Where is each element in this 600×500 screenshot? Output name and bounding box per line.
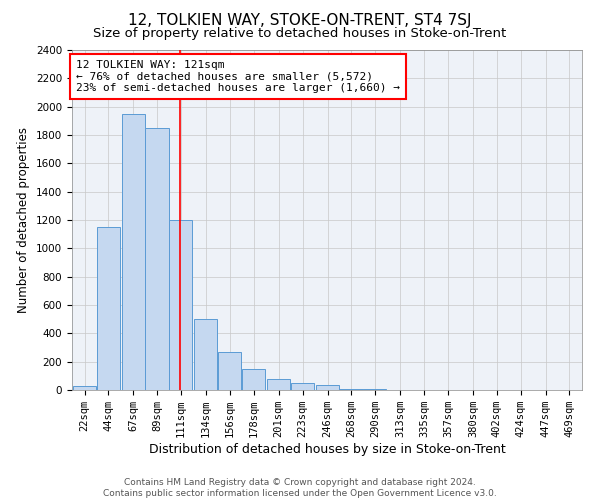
Bar xyxy=(242,369,265,390)
Bar xyxy=(290,383,314,390)
Bar xyxy=(340,388,362,390)
Bar xyxy=(194,319,217,390)
Bar xyxy=(169,220,193,390)
X-axis label: Distribution of detached houses by size in Stoke-on-Trent: Distribution of detached houses by size … xyxy=(149,443,505,456)
Text: Size of property relative to detached houses in Stoke-on-Trent: Size of property relative to detached ho… xyxy=(94,28,506,40)
Bar xyxy=(122,114,145,390)
Bar xyxy=(267,380,290,390)
Bar xyxy=(218,352,241,390)
Bar xyxy=(73,386,96,390)
Text: 12 TOLKIEN WAY: 121sqm
← 76% of detached houses are smaller (5,572)
23% of semi-: 12 TOLKIEN WAY: 121sqm ← 76% of detached… xyxy=(76,60,400,93)
Text: Contains HM Land Registry data © Crown copyright and database right 2024.
Contai: Contains HM Land Registry data © Crown c… xyxy=(103,478,497,498)
Y-axis label: Number of detached properties: Number of detached properties xyxy=(17,127,31,313)
Bar xyxy=(145,128,169,390)
Bar xyxy=(97,227,120,390)
Bar xyxy=(316,385,339,390)
Text: 12, TOLKIEN WAY, STOKE-ON-TRENT, ST4 7SJ: 12, TOLKIEN WAY, STOKE-ON-TRENT, ST4 7SJ xyxy=(128,12,472,28)
